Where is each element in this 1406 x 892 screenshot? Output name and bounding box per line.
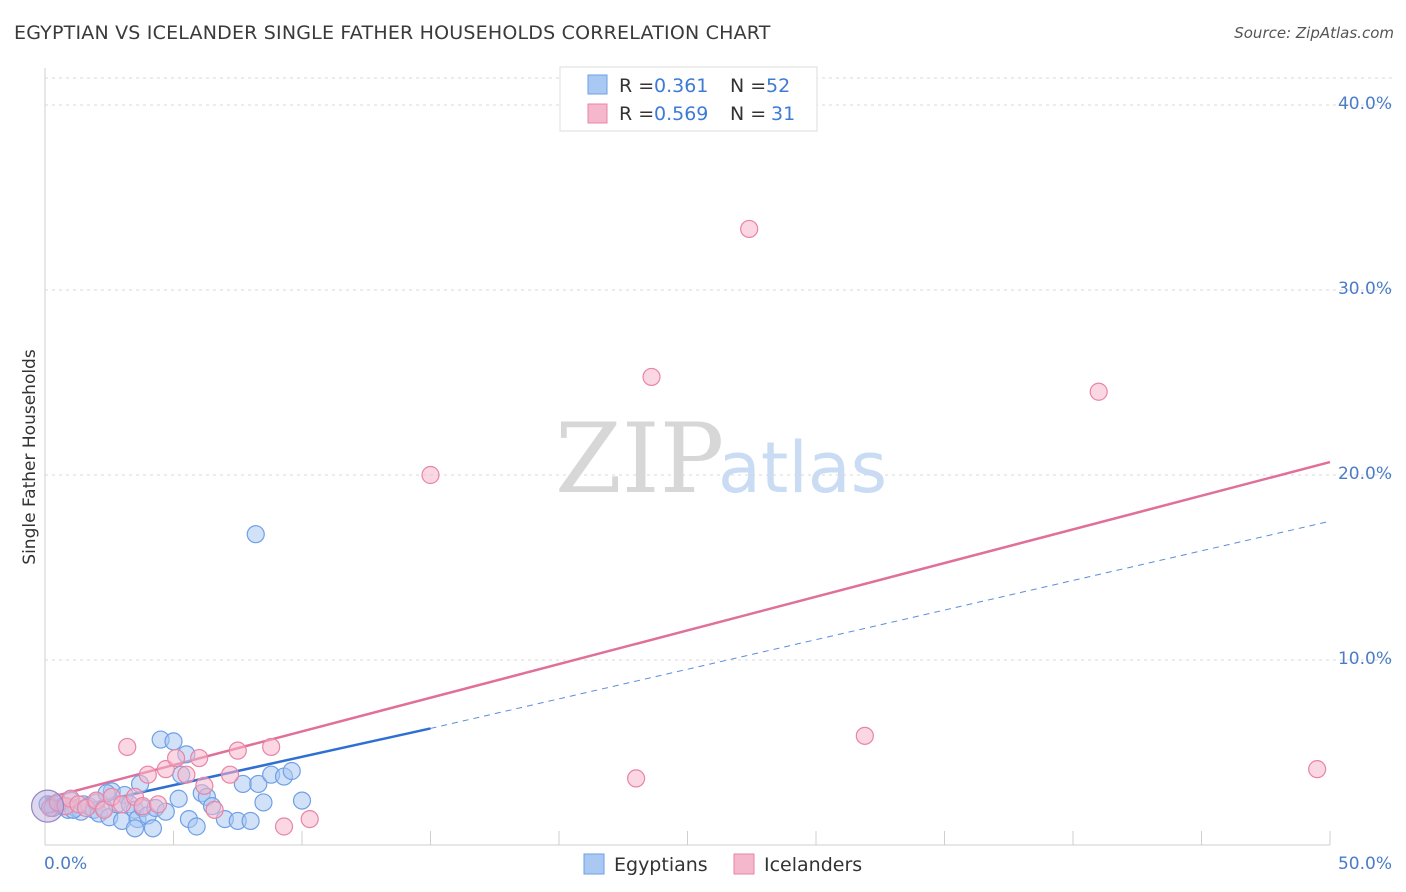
egyptians-point bbox=[254, 793, 273, 812]
y-tick-label: 40.0% bbox=[1338, 94, 1392, 114]
egyptians-point bbox=[143, 819, 163, 838]
icelanders-point bbox=[262, 737, 281, 757]
icelanders-point bbox=[133, 797, 152, 816]
watermark-zip: ZIP bbox=[555, 403, 724, 515]
y-tick-label: 20.0% bbox=[1338, 464, 1392, 484]
icelanders-point bbox=[1308, 760, 1327, 779]
legend-r-value-2: 0.569 bbox=[654, 103, 708, 125]
egyptians-point bbox=[246, 525, 265, 544]
legend-swatch-icelanders bbox=[587, 103, 608, 124]
egyptians-point bbox=[187, 817, 206, 836]
correlation-legend: R = 0.361 N = 52 R = 0.569 N = 31 bbox=[559, 66, 818, 132]
source-label: Source: ZipAtlas.com bbox=[1234, 24, 1394, 42]
x-axis-ticks bbox=[173, 831, 1331, 845]
icelanders-point bbox=[195, 776, 214, 795]
icelanders-point bbox=[156, 760, 175, 779]
chart-title: EGYPTIAN VS ICELANDER SINGLE FATHER HOUS… bbox=[14, 22, 771, 44]
icelanders-point bbox=[138, 765, 157, 784]
icelanders-point bbox=[300, 809, 319, 829]
icelanders-point bbox=[1089, 382, 1108, 401]
x-tick-label-max: 50.0% bbox=[1338, 854, 1392, 874]
legend-swatch-egyptians bbox=[587, 74, 608, 95]
egyptians-point bbox=[292, 791, 312, 810]
egyptians-trend-extension bbox=[430, 520, 1331, 729]
egyptians-point bbox=[241, 811, 260, 831]
series-legend: Egyptians Icelanders bbox=[583, 853, 862, 876]
egyptians-point bbox=[164, 732, 183, 751]
icelanders-point bbox=[148, 795, 168, 814]
data-points bbox=[30, 219, 1327, 838]
icelanders-point bbox=[626, 769, 646, 788]
icelanders-point bbox=[642, 367, 661, 387]
legend-r-value-1: 0.361 bbox=[654, 75, 708, 97]
legend-n-label-1: N = bbox=[730, 75, 766, 97]
series-swatch-egyptians bbox=[583, 853, 605, 875]
x-tick-label-min: 0.0% bbox=[44, 854, 87, 874]
icelanders-point bbox=[421, 465, 440, 485]
gridlines bbox=[45, 77, 1392, 661]
series-swatch-icelanders bbox=[733, 853, 755, 875]
legend-n-label-2: N = bbox=[730, 103, 766, 125]
egyptians-point bbox=[125, 819, 145, 838]
series-label-icelanders: Icelanders bbox=[764, 854, 862, 876]
y-tick-label: 30.0% bbox=[1338, 279, 1392, 299]
icelanders-point bbox=[740, 219, 759, 239]
icelanders-point bbox=[274, 817, 294, 836]
cluster-point bbox=[30, 789, 65, 823]
legend-r-label-2: R = bbox=[619, 103, 654, 125]
icelanders-point bbox=[205, 800, 224, 819]
y-axis-title: Single Father Households bbox=[20, 349, 40, 565]
icelanders-point bbox=[177, 765, 196, 784]
egyptians-point bbox=[169, 789, 188, 808]
y-tick-label: 10.0% bbox=[1338, 649, 1392, 669]
icelanders-point bbox=[166, 748, 186, 768]
legend-r-label-1: R = bbox=[619, 75, 654, 97]
icelanders-trend-line bbox=[44, 460, 1331, 800]
icelanders-point bbox=[220, 765, 240, 784]
egyptians-point bbox=[249, 774, 268, 794]
watermark-atlas: atlas bbox=[718, 427, 887, 509]
legend-n-value-1: 52 bbox=[766, 75, 790, 97]
icelanders-point bbox=[190, 748, 209, 768]
egyptians-point bbox=[282, 761, 301, 781]
icelanders-point bbox=[855, 726, 874, 745]
legend-n-value-2: 31 bbox=[771, 103, 795, 125]
icelanders-point bbox=[228, 741, 247, 760]
icelanders-point bbox=[118, 737, 137, 757]
y-tick-labels: 10.0% 20.0% 30.0% 40.0% bbox=[1338, 94, 1392, 669]
series-label-egyptians: Egyptians bbox=[614, 854, 708, 876]
